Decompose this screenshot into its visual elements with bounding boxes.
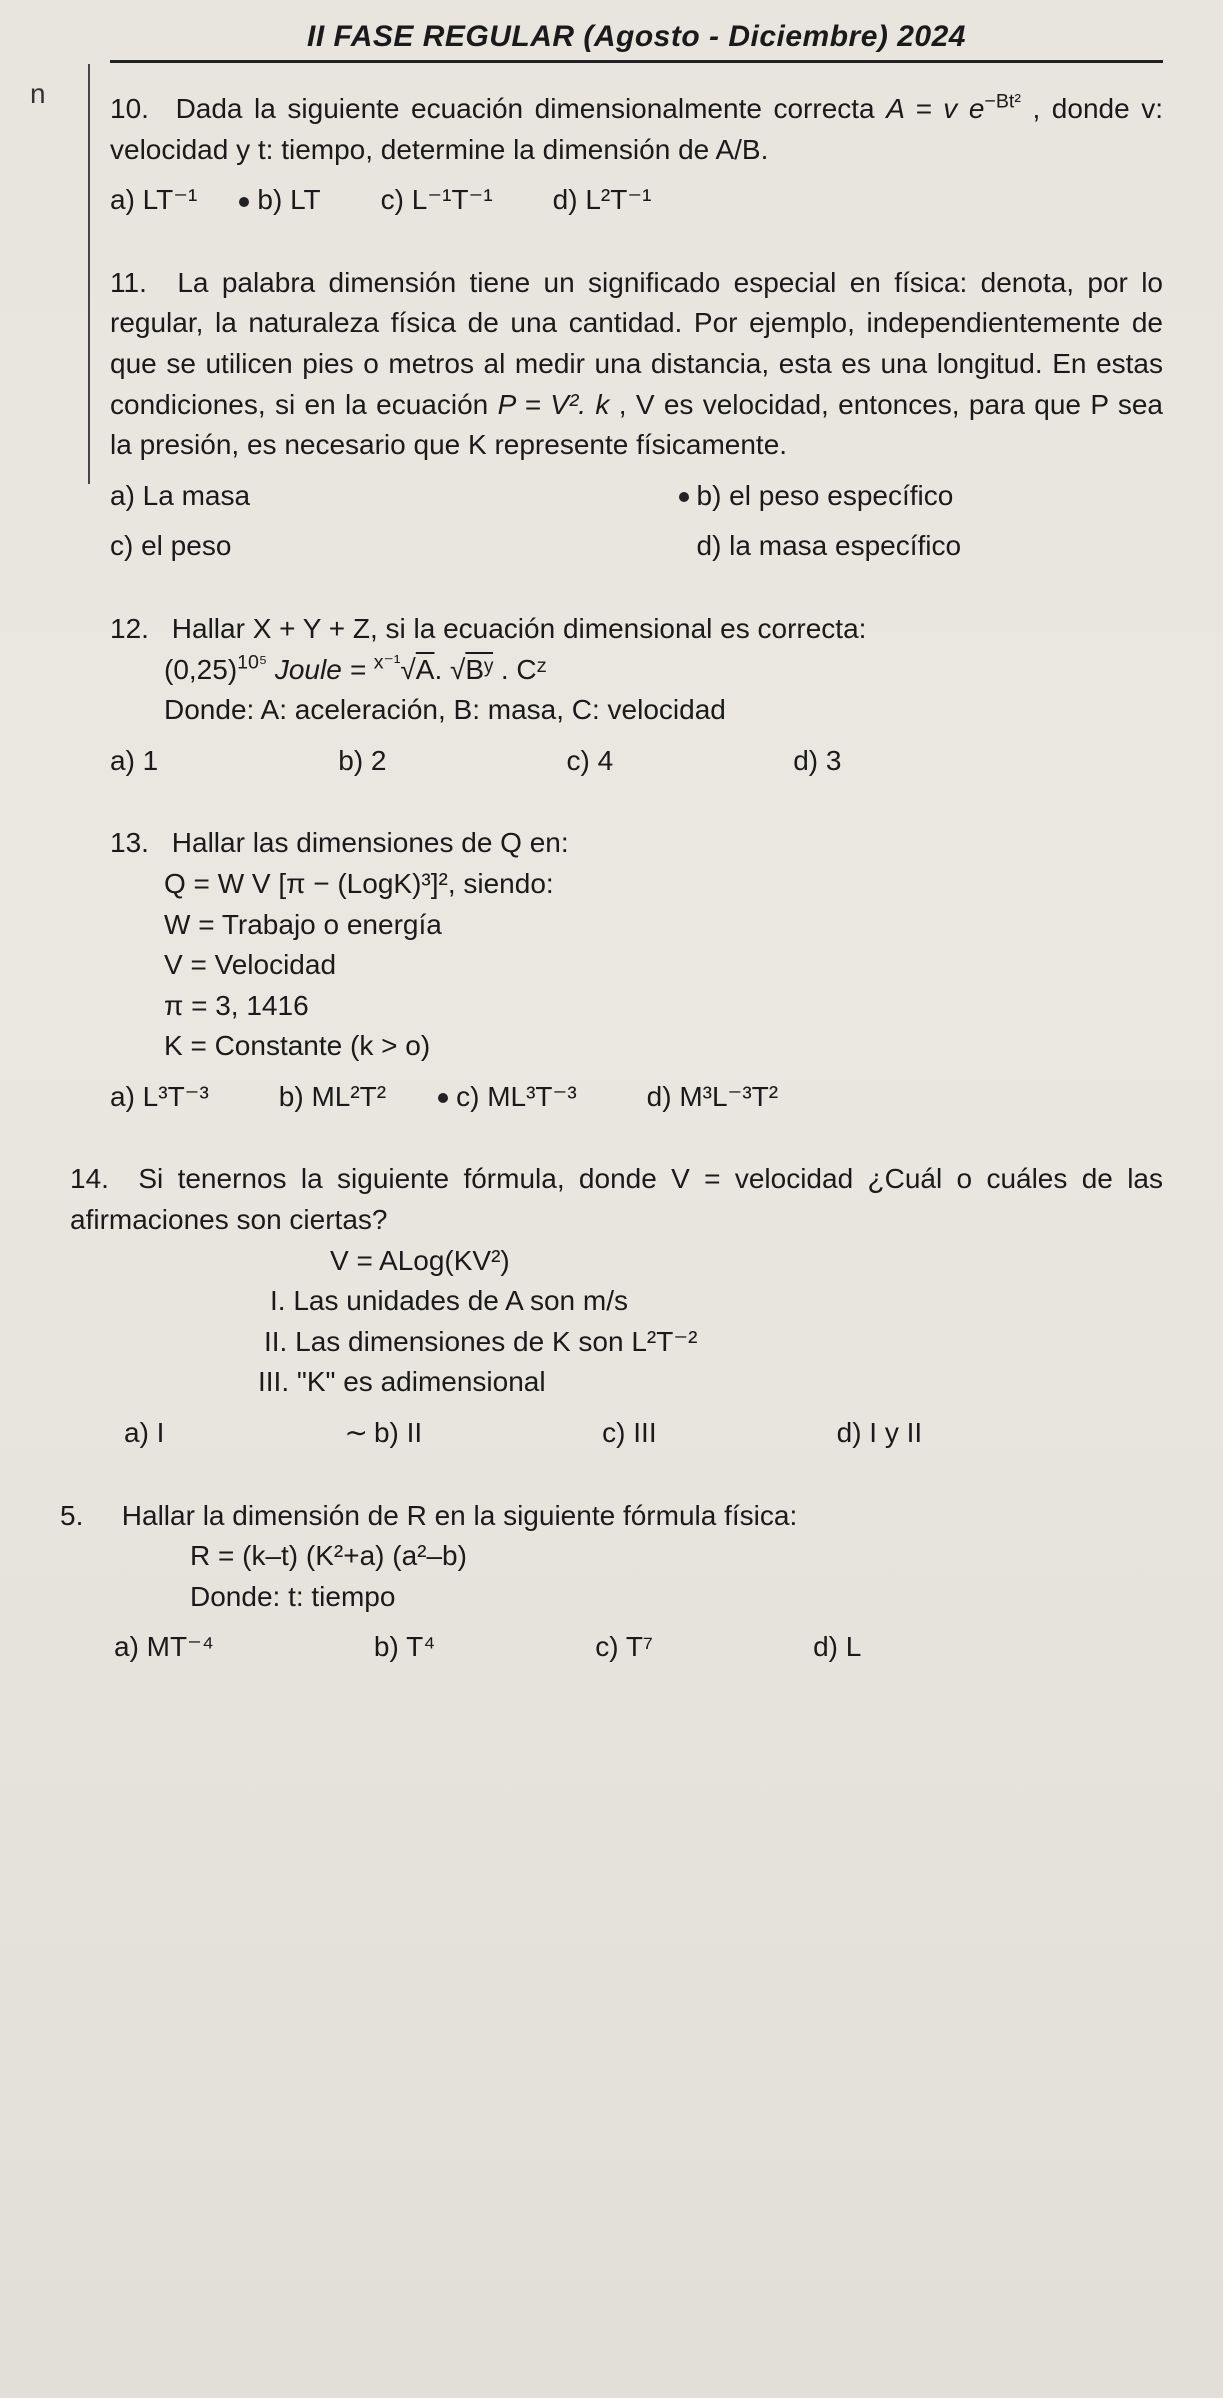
sqrt-icon: [450, 654, 465, 685]
option-a: a) La masa: [110, 476, 577, 517]
question-11: 11. La palabra dimensión tiene un signif…: [110, 263, 1163, 567]
bullet-mark-icon: [239, 197, 249, 207]
page: n II FASE REGULAR (Agosto - Diciembre) 2…: [0, 0, 1223, 2398]
root-index: x⁻¹: [374, 651, 401, 673]
page-header: II FASE REGULAR (Agosto - Diciembre) 202…: [110, 20, 1163, 63]
option-d: d) la masa específico: [697, 526, 1164, 567]
option-b-label: b) el peso específico: [697, 480, 954, 511]
question-15: 5. Hallar la dimensión de R en la siguie…: [60, 1496, 1163, 1668]
option-a: a) I: [124, 1413, 164, 1454]
option-b-label: b) II: [374, 1417, 422, 1448]
equation-lhs: A = v e: [886, 93, 984, 124]
option-b: b) 2: [338, 741, 386, 782]
option-c: c) L⁻¹T⁻¹: [381, 180, 493, 221]
eq-exp: 10⁵: [237, 651, 267, 673]
option-a: a) MT⁻⁴: [114, 1627, 214, 1668]
eq-line: W = Trabajo o energía: [110, 905, 1163, 946]
eq-line: π = 3, 1416: [110, 986, 1163, 1027]
question-number: 5.: [60, 1496, 114, 1537]
eq-base: (0,25): [164, 654, 237, 685]
option-d: d) L: [813, 1627, 861, 1668]
question-text: Hallar X + Y + Z, si la ecuación dimensi…: [172, 613, 867, 644]
stmt-ii: II. Las dimensiones de K son L²T⁻²: [70, 1322, 1163, 1363]
options-row: a) I ∼b) II c) III d) I y II: [70, 1413, 1163, 1454]
option-d: d) M³L⁻³T²: [647, 1077, 778, 1118]
equation-line: (0,25)10⁵ Joule = x⁻¹A. Bʸ . Cᶻ: [110, 650, 1163, 691]
option-b: ∼b) II: [344, 1413, 422, 1454]
question-text: Hallar las dimensiones de Q en:: [172, 827, 569, 858]
option-b: b) el peso específico: [697, 476, 1164, 517]
question-number: 10.: [110, 89, 164, 130]
option-b-label: b) LT: [257, 184, 320, 215]
stmt-i: I. Las unidades de A son m/s: [70, 1281, 1163, 1322]
option-c: c) III: [602, 1413, 656, 1454]
equation: P = V². k: [498, 389, 610, 420]
option-b: b) ML²T²: [279, 1077, 386, 1118]
equation-line: R = (k–t) (K²+a) (a²–b): [60, 1536, 1163, 1577]
option-d: d) I y II: [837, 1413, 923, 1454]
equation-line: V = ALog(KV²): [70, 1241, 1163, 1282]
donde-line: Donde: A: aceleración, B: masa, C: veloc…: [110, 690, 1163, 731]
question-number: 12.: [110, 609, 164, 650]
option-c: c) 4: [567, 741, 614, 782]
question-number: 11.: [110, 263, 164, 304]
question-number: 13.: [110, 823, 164, 864]
option-c: c) ML³T⁻³: [456, 1077, 577, 1118]
sqrt-arg: A: [416, 654, 435, 685]
eq-cz: . Cᶻ: [501, 654, 547, 685]
question-10: 10. Dada la siguiente ecuación dimension…: [110, 89, 1163, 221]
question-13: 13. Hallar las dimensiones de Q en: Q = …: [110, 823, 1163, 1117]
option-d: d) L²T⁻¹: [553, 180, 652, 221]
option-b: b) T⁴: [374, 1627, 435, 1668]
equation-exponent: −Bt²: [984, 91, 1020, 113]
options-row: a) L³T⁻³ b) ML²T² c) ML³T⁻³ d) M³L⁻³T²: [110, 1077, 1163, 1118]
options-row: a) MT⁻⁴ b) T⁴ c) T⁷ d) L: [60, 1627, 1163, 1668]
options-row: a) LT⁻¹ b) LT c) L⁻¹T⁻¹ d) L²T⁻¹: [110, 180, 1163, 221]
sqrt-arg: Bʸ: [465, 654, 493, 685]
options-grid: a) La masa b) el peso específico c) el p…: [110, 476, 1163, 567]
stmt-iii: III. "K" es adimensional: [70, 1362, 1163, 1403]
question-text: Dada la siguiente ecuación dimensionalme…: [176, 93, 887, 124]
option-a: a) L³T⁻³: [110, 1077, 209, 1118]
option-a: a) 1: [110, 741, 158, 782]
question-12: 12. Hallar X + Y + Z, si la ecuación dim…: [110, 609, 1163, 781]
option-c-label: c) ML³T⁻³: [456, 1081, 577, 1112]
question-number: 14.: [70, 1159, 124, 1200]
option-c: c) el peso: [110, 526, 577, 567]
sqrt-icon: [400, 654, 415, 685]
bullet-mark-icon: [679, 492, 689, 502]
eq-line: Q = W V [π − (LogK)³]², siendo:: [110, 864, 1163, 905]
bullet-mark-icon: [438, 1093, 448, 1103]
question-text: Si tenernos la siguiente fórmula, donde …: [70, 1163, 1163, 1235]
margin-vertical-line: [88, 64, 90, 484]
option-b: b) LT: [257, 180, 320, 221]
options-row: a) 1 b) 2 c) 4 d) 3: [110, 741, 1163, 782]
eq-line: V = Velocidad: [110, 945, 1163, 986]
margin-mark: n: [30, 78, 46, 110]
eq-joule: Joule =: [275, 654, 374, 685]
question-text: Hallar la dimensión de R en la siguiente…: [122, 1500, 797, 1531]
option-a: a) LT⁻¹: [110, 180, 197, 221]
donde-line: Donde: t: tiempo: [60, 1577, 1163, 1618]
question-14: 14. Si tenernos la siguiente fórmula, do…: [70, 1159, 1163, 1453]
option-d: d) 3: [793, 741, 841, 782]
eq-line: K = Constante (k > o): [110, 1026, 1163, 1067]
tilde-mark-icon: ∼: [344, 1417, 367, 1448]
option-c: c) T⁷: [595, 1627, 653, 1668]
